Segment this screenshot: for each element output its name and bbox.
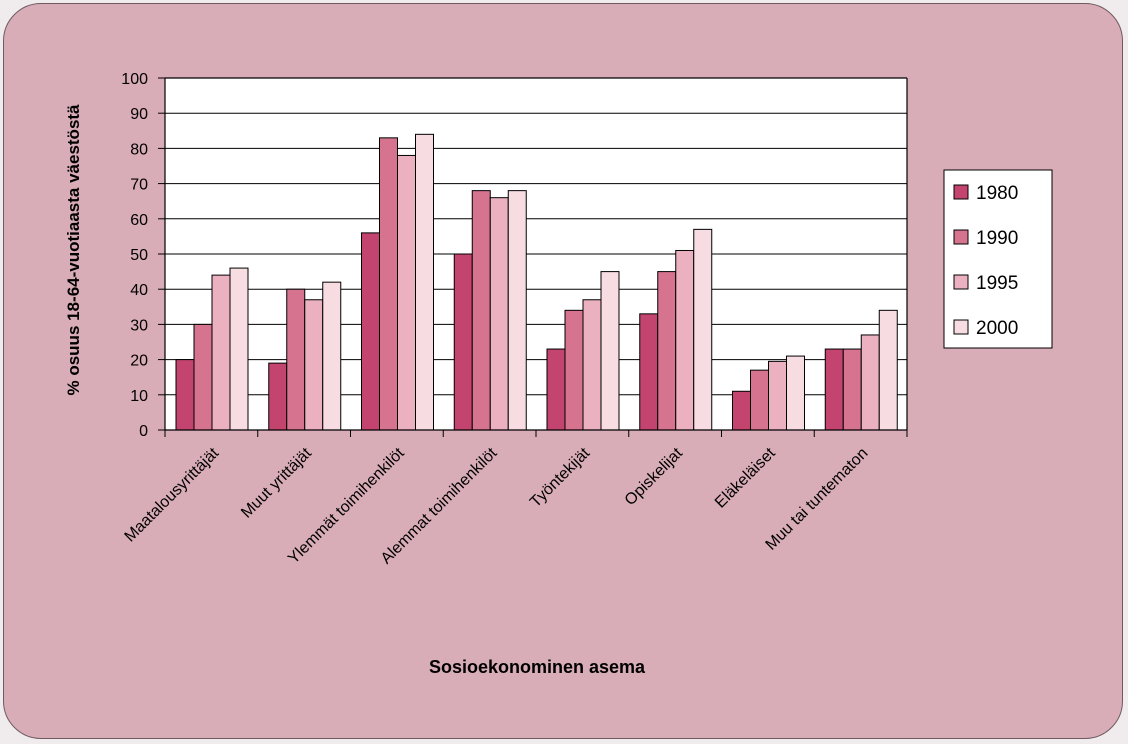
bar-1980-1 (175, 359, 195, 431)
bar-2000-8 (878, 309, 898, 431)
legend-swatch-1980 (953, 184, 969, 200)
y-tick-label: 60 (130, 212, 148, 229)
legend-box (943, 169, 1053, 349)
bar-1980-6 (639, 313, 659, 431)
x-category-labels: Maatalousyrittäjät Muut yrittäjätYlemmät … (122, 444, 872, 567)
bar-1995-5 (582, 299, 602, 431)
bar-2000-5 (600, 271, 620, 431)
bar-1980-7 (732, 390, 751, 431)
bar-1995-2 (304, 299, 324, 431)
bar-1995-3 (397, 154, 416, 431)
bar-2000-2 (322, 281, 342, 431)
y-tick-label: 0 (139, 423, 148, 440)
y-tick-label: 50 (130, 247, 148, 264)
y-tick-label: 30 (130, 317, 148, 334)
bar-1995-6 (675, 249, 695, 431)
bar-1990-3 (379, 137, 398, 431)
y-tick-label: 10 (130, 388, 148, 405)
legend: 1980 1990 1995 2000 (943, 169, 1053, 349)
bar-1990-2 (286, 288, 306, 431)
bar-2000-6 (693, 228, 713, 431)
legend-label-2000: 2000 (976, 318, 1018, 339)
bar-1995-7 (768, 360, 787, 431)
axes (158, 77, 908, 437)
x-category-label: Muu tai tuntematon (763, 445, 872, 554)
legend-swatch-1990 (953, 229, 969, 245)
bar-2000-1 (229, 267, 249, 431)
y-axis-label: % osuus 18-64-vuotiaasta väestöstä (64, 104, 83, 396)
y-tick-label: 90 (130, 106, 148, 123)
y-tick-label: 20 (130, 353, 148, 370)
y-tick-label: 80 (130, 141, 148, 158)
bar-1995-1 (211, 274, 231, 431)
y-tick-labels: 0 10 20 30 40 50 60 70 80 90 100 (121, 71, 148, 440)
bar-1995-8 (860, 334, 880, 431)
bar-1990-5 (564, 309, 584, 431)
bar-1980-5 (546, 348, 566, 431)
x-category-label: Työntekijät (527, 444, 593, 510)
bar-2000-7 (786, 355, 805, 431)
bar-1990-6 (657, 271, 677, 431)
x-category-label: Maatalousyrittäjät (122, 444, 223, 545)
bar-1995-4 (489, 197, 509, 431)
bar-1980-8 (824, 348, 844, 431)
x-axis-label: Sosioekonominen asema (429, 657, 646, 677)
bar-1980-3 (361, 232, 380, 431)
legend-label-1980: 1980 (976, 183, 1018, 204)
bar-2000-3 (415, 133, 434, 431)
legend-label-1990: 1990 (976, 228, 1018, 249)
y-tick-label: 100 (121, 71, 148, 88)
bar-1990-4 (471, 190, 491, 431)
legend-swatch-1995 (953, 274, 969, 290)
y-tick-label: 70 (130, 177, 148, 194)
legend-swatch-2000 (953, 319, 969, 335)
bar-1990-7 (750, 369, 769, 431)
bar-1980-4 (453, 253, 473, 431)
x-category-label: Muut yrittäjät (238, 444, 315, 521)
y-tick-label: 40 (130, 282, 148, 299)
bar-1990-8 (842, 348, 862, 431)
bar-2000-4 (507, 190, 527, 431)
bar-1990-1 (193, 323, 213, 431)
x-category-label: Eläkeläiset (712, 444, 779, 511)
legend-label-1995: 1995 (976, 273, 1018, 294)
bars (175, 133, 898, 431)
bar-1980-2 (268, 362, 288, 431)
x-category-label: Opiskelijat (622, 444, 687, 509)
